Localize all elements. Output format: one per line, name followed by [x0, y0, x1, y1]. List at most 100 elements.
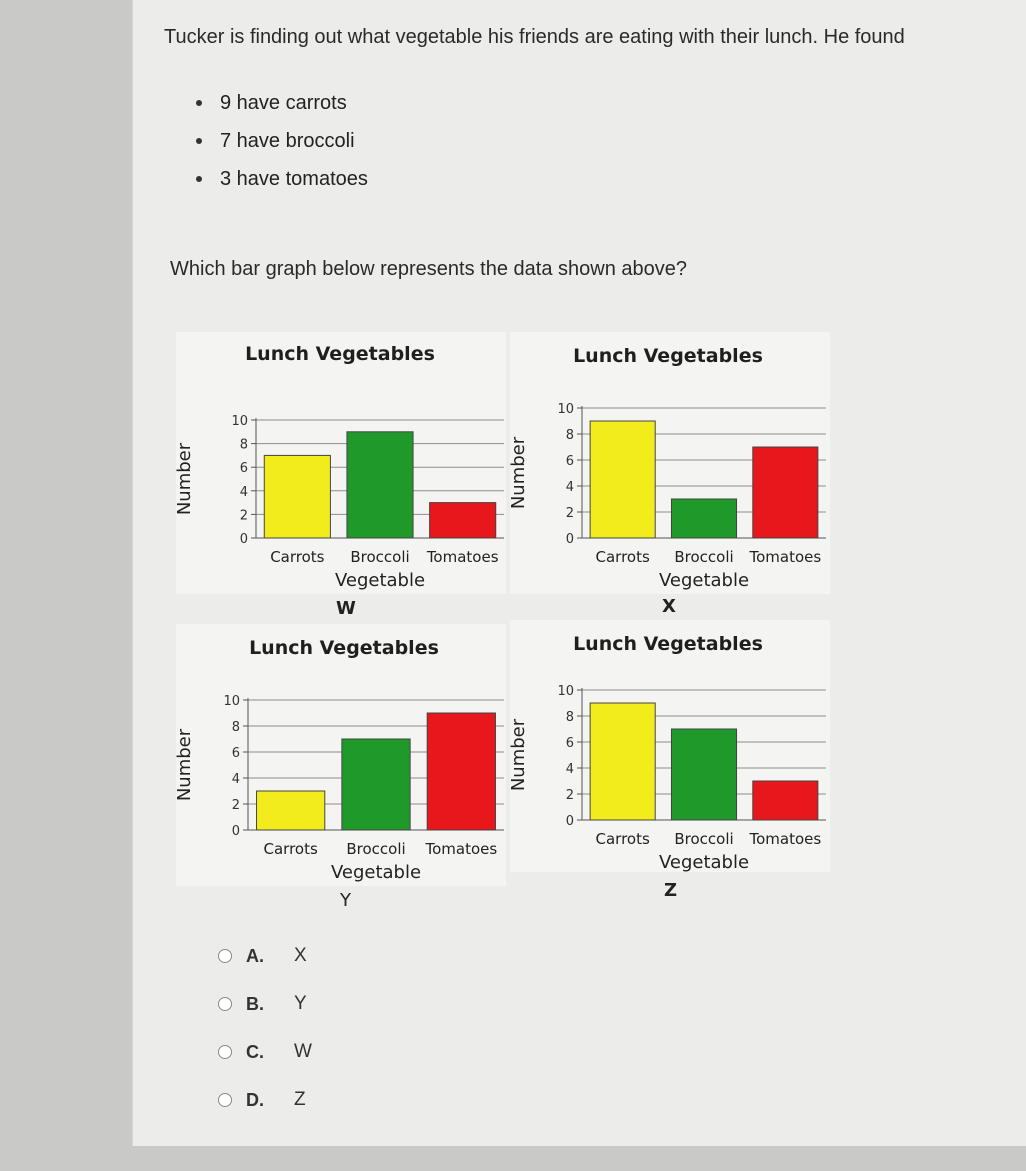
x-tick-label: Carrots [270, 548, 324, 566]
choice-d[interactable]: D. Z [218, 1076, 312, 1124]
bar-chart-x: Lunch Vegetables 0 2 4 6 8 10 Number Carrots Broc… [510, 345, 826, 591]
y-axis-label: Number [176, 442, 195, 515]
y-tick-label: 2 [232, 798, 240, 813]
question-prompt: Which bar graph below represents the dat… [170, 258, 687, 280]
bar-tomatoes [752, 446, 819, 539]
fact-text: 7 have broccoli [220, 130, 355, 152]
x-tick-label: Carrots [596, 548, 650, 566]
chart-title: Lunch Vegetables [249, 637, 439, 659]
y-tick-label: 4 [240, 485, 248, 500]
bar-chart-w: Lunch Vegetables 0 2 4 6 8 10 Number Carrots Broc… [176, 343, 504, 591]
y-tick-label: 8 [566, 428, 574, 443]
y-tick-label: 8 [232, 720, 240, 735]
chart-label-x: X [662, 596, 676, 617]
y-tick-label: 8 [240, 438, 248, 453]
y-tick-label: 0 [566, 532, 574, 547]
y-tick-label: 8 [566, 710, 574, 725]
fact-text: 3 have tomatoes [220, 168, 368, 190]
y-tick-label: 4 [232, 772, 240, 787]
bar-tomatoes [752, 780, 819, 821]
chart-label-y: Y [340, 890, 351, 911]
y-tick-label: 2 [566, 788, 574, 803]
answer-choices: A. X B. Y C. W D. Z [218, 932, 312, 1124]
y-tick-label: 2 [566, 506, 574, 521]
choice-c[interactable]: C. W [218, 1028, 312, 1076]
chart-label-z: Z [664, 880, 678, 901]
choice-text: X [294, 945, 307, 966]
x-axis-label: Vegetable [659, 570, 749, 591]
choice-letter: B. [246, 993, 264, 1014]
x-tick-label: Broccoli [674, 548, 733, 566]
y-tick-label: 4 [566, 762, 574, 777]
y-tick-label: 0 [240, 532, 248, 547]
chart-panel-w: Lunch Vegetables 0 2 4 6 8 10 Number Carrots Broc… [176, 332, 506, 594]
choice-letter: A. [246, 945, 264, 966]
fact-text: 9 have carrots [220, 92, 347, 114]
choice-letter: C. [246, 1041, 264, 1062]
bullet-icon [196, 176, 202, 182]
radio-button-icon[interactable] [218, 1045, 232, 1059]
x-axis-label: Vegetable [659, 852, 749, 872]
chart-panel-y: Lunch Vegetables 0 2 4 6 8 10 Number Carrots Broc… [176, 624, 506, 886]
y-tick-label: 6 [566, 736, 574, 751]
y-tick-label: 10 [557, 402, 574, 417]
x-tick-label: Broccoli [674, 830, 733, 848]
bar-carrots [589, 702, 656, 821]
bar-broccoli [346, 431, 414, 539]
bullet-icon [196, 100, 202, 106]
y-tick-label: 0 [566, 814, 574, 829]
y-tick-label: 6 [566, 454, 574, 469]
y-tick-label: 10 [557, 684, 574, 699]
choice-b[interactable]: B. Y [218, 980, 312, 1028]
bar-carrots [256, 790, 326, 831]
bar-carrots [589, 420, 656, 539]
x-tick-label: Carrots [596, 830, 650, 848]
y-tick-label: 6 [240, 461, 248, 476]
radio-button-icon[interactable] [218, 997, 232, 1011]
chart-title: Lunch Vegetables [573, 345, 763, 367]
y-tick-label: 10 [231, 414, 248, 429]
y-tick-label: 2 [240, 508, 248, 523]
x-tick-label: Tomatoes [426, 548, 499, 566]
bar-chart-z: Lunch Vegetables 0 2 4 6 8 10 Number Carrots Broc… [510, 633, 826, 872]
bar-tomatoes [426, 712, 496, 831]
radio-button-icon[interactable] [218, 1093, 232, 1107]
x-tick-label: Broccoli [346, 840, 405, 858]
y-tick-label: 4 [566, 480, 574, 495]
choice-text: W [294, 1041, 312, 1062]
bar-broccoli [341, 738, 411, 831]
y-tick-label: 6 [232, 746, 240, 761]
choice-text: Z [294, 1089, 306, 1110]
bar-broccoli [670, 498, 738, 539]
choice-text: Y [294, 993, 307, 1014]
chart-title: Lunch Vegetables [573, 633, 763, 655]
chart-label-w: W [336, 598, 356, 619]
choice-letter: D. [246, 1089, 264, 1110]
bar-tomatoes [429, 502, 497, 539]
y-tick-label: 10 [223, 694, 240, 709]
chart-panel-z: Lunch Vegetables 0 2 4 6 8 10 Number Carrots Broc… [510, 620, 830, 872]
choice-a[interactable]: A. X [218, 932, 312, 980]
facts-list: 9 have carrots 7 have broccoli 3 have to… [196, 84, 368, 198]
x-tick-label: Tomatoes [424, 840, 497, 858]
bar-chart-y: Lunch Vegetables 0 2 4 6 8 10 Number Carrots Broc… [176, 637, 504, 883]
fact-item: 7 have broccoli [196, 122, 368, 160]
x-tick-label: Tomatoes [748, 830, 821, 848]
chart-title: Lunch Vegetables [245, 343, 435, 365]
bullet-icon [196, 138, 202, 144]
y-axis-label: Number [510, 436, 529, 509]
x-tick-label: Tomatoes [748, 548, 821, 566]
bar-carrots [263, 454, 331, 539]
y-axis-label: Number [176, 728, 195, 801]
y-axis-label: Number [510, 718, 529, 791]
question-intro: Tucker is finding out what vegetable his… [164, 26, 905, 48]
y-tick-label: 0 [232, 824, 240, 839]
fact-item: 9 have carrots [196, 84, 368, 122]
x-axis-label: Vegetable [331, 862, 421, 883]
x-axis-label: Vegetable [335, 570, 425, 591]
chart-panel-x: Lunch Vegetables 0 2 4 6 8 10 Number Carrots Broc… [510, 332, 830, 594]
x-tick-label: Carrots [264, 840, 318, 858]
radio-button-icon[interactable] [218, 949, 232, 963]
bar-broccoli [670, 728, 738, 821]
fact-item: 3 have tomatoes [196, 160, 368, 198]
